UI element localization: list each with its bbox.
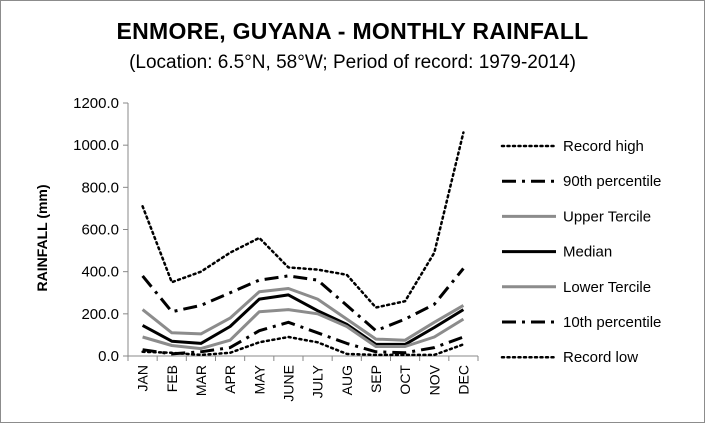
series-line-90th-percentile [141, 267, 465, 333]
series-layer [141, 131, 465, 357]
y-tick-label: 400.0 [81, 264, 119, 281]
y-tick-label: 1000.0 [73, 137, 119, 154]
legend-label: Median [563, 244, 612, 261]
chart-title: ENMORE, GUYANA - MONTHLY RAINFALL [116, 18, 589, 44]
legend-label: 90th percentile [563, 173, 661, 190]
y-tick-label: 800.0 [81, 179, 119, 196]
legend-label: Record low [563, 349, 638, 366]
series-line-median [141, 293, 465, 346]
legend-label: Upper Tercile [563, 208, 651, 225]
x-tick-label: AUG [339, 365, 355, 395]
x-tick-label: OCT [397, 365, 413, 395]
axes: 0.0 200.0 400.0 600.0 800.0 1000.0 1200.0 JAN FE… [73, 95, 479, 402]
legend-label: Lower Tercile [563, 279, 651, 296]
x-tick-label: SEP [368, 365, 384, 393]
legend-label: Record high [563, 138, 644, 155]
x-tick-label: NOV [426, 364, 442, 395]
y-tick-label: 1200.0 [73, 95, 119, 112]
series-line-upper-tercile [141, 287, 465, 342]
x-tick-label: DEC [455, 365, 471, 395]
x-tick-label: JAN [135, 365, 151, 391]
chart-subtitle: (Location: 6.5°N, 58°W; Period of record… [129, 52, 576, 73]
x-tick-label: JUNE [280, 365, 296, 402]
x-tick-label: APR [222, 365, 238, 394]
x-tick-label: MAR [193, 365, 209, 396]
series-line-record-low [141, 335, 465, 357]
y-axis-label: RAINFALL (mm) [34, 184, 50, 291]
x-tick-label: JULY [310, 364, 326, 398]
y-tick-label: 600.0 [81, 222, 119, 239]
x-tick-label: MAY [251, 364, 267, 394]
series-line-10th-percentile [142, 320, 464, 356]
series-line-record-high [141, 131, 465, 309]
series-line-lower-tercile [142, 308, 465, 351]
y-tick-label: 200.0 [81, 306, 119, 323]
x-tick-label: FEB [164, 365, 180, 392]
legend-label: 10th percentile [563, 314, 661, 331]
legend: Record high 90th percentile Upper Tercile M… [500, 138, 661, 366]
y-tick-label: 0.0 [98, 348, 119, 365]
